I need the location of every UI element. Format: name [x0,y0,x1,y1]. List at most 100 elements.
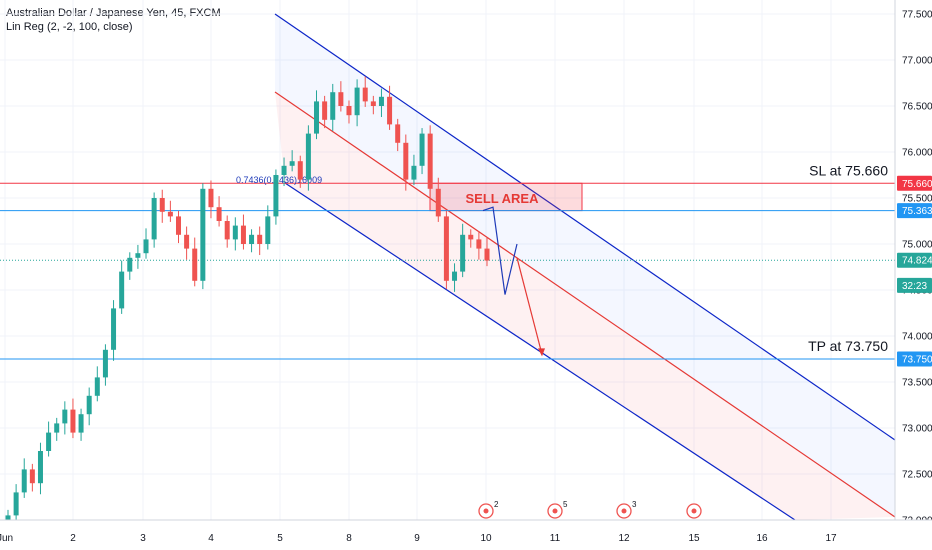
price-tick-label: 76.000 [902,148,932,159]
candle-body [127,257,133,272]
projection-paths [482,206,545,357]
candle-body [289,161,295,166]
time-tick-label: 16 [756,533,768,544]
price-tag [897,351,932,367]
candle-body [240,225,246,244]
candle-body [338,92,344,106]
price-tag-label: 75.363 [902,206,932,217]
candle-body [427,133,433,189]
price-tag-label: 74.824 [902,256,932,267]
sell-area-label: SELL AREA [466,191,540,206]
sell-area-box[interactable] [429,182,583,212]
candle-body [281,165,287,175]
price-tag-label: 73.750 [902,355,932,366]
chart-legend: Australian Dollar / Japanese Yen, 45, FX… [6,6,221,34]
candle-body [273,175,279,217]
sell-area[interactable]: SELL AREA [429,182,583,212]
candle-body [403,142,409,180]
candle-body [476,239,482,249]
candle-body [411,165,417,180]
candle-body [54,423,60,433]
candle-body [346,106,352,116]
candle-body [370,101,376,106]
time-tick-label: 11 [550,533,561,544]
channel-upper-line [274,13,896,441]
candle-body [330,92,336,120]
candle-body [265,216,271,244]
candle-body [484,248,490,261]
time-axis: Jun 2 3 4 5 8 9 10 11 12 15 16 17 [0,519,932,550]
candle-body [21,469,27,493]
event-badge-dot [483,508,489,514]
time-tick-label: 3 [140,533,146,544]
event-badge-count: 3 [632,500,637,509]
price-tag [897,203,932,219]
candle-body [314,101,320,134]
price-tag [897,277,932,293]
candle-body [257,234,263,244]
candle-body [29,469,35,484]
projection-arrowhead [538,348,545,357]
candle-body [70,409,76,433]
candle-body [13,492,19,516]
candle-body [305,133,311,180]
candle-body [216,207,222,221]
price-axis: 72.00072.50073.00073.50074.00074.50075.0… [894,0,932,550]
event-badge-dot [621,508,627,514]
candle-body [175,216,181,235]
candle-body [200,188,206,281]
candle-body [435,188,441,217]
candle-body [102,349,108,378]
price-tag-label: 75.660 [902,179,932,190]
candle-body [354,87,360,116]
candle-body [322,101,328,120]
candle-body [184,234,190,249]
candle-body [452,271,458,281]
candle-body [111,308,117,350]
time-tick-label: 2 [70,533,76,544]
candle-body [78,414,84,433]
projection-path-red [516,257,543,355]
candle-body [37,451,43,484]
time-tick-label: 10 [480,533,492,544]
time-tick-label: Jun [0,533,13,544]
sl-annotation: SL at 75.660 [809,162,888,178]
candle-body [297,161,303,180]
candle-body [167,211,173,217]
candle-body [387,96,393,125]
time-tick-label: 4 [208,533,214,544]
candle-body [362,87,368,102]
candle-body [151,198,157,240]
price-tick-label: 72.500 [902,470,932,481]
price-tag [897,175,932,191]
tp-annotation: TP at 73.750 [808,338,888,354]
candle-body [94,377,100,396]
candle-body [468,234,474,240]
time-tick-label: 17 [825,533,837,544]
candle-body [143,239,149,254]
price-axis-bg [895,0,932,550]
price-tick-label: 77.000 [902,56,932,67]
candle-body [395,124,401,143]
time-tick-label: 5 [277,533,283,544]
candle-body [119,271,125,309]
time-tick-label: 15 [688,533,700,544]
event-badge-count: 2 [494,500,499,509]
candle-body [460,234,466,272]
event-badge-dot [552,508,558,514]
price-tick-label: 73.000 [902,424,932,435]
regression-channel [274,13,896,521]
time-tick-label: 12 [618,533,630,544]
candle-body [249,234,255,244]
candle-body [443,216,449,281]
price-tick-label: 77.500 [902,10,932,21]
channel-mid-line [274,91,896,518]
price-tick-label: 75.000 [902,240,932,251]
event-badge-dot [691,508,697,514]
candle-body [224,221,230,240]
price-tag-label: 32:23 [902,281,927,292]
time-tick-label: 9 [414,533,420,544]
candle-body [232,225,238,240]
event-badges[interactable]: 2 5 3 [478,500,702,519]
